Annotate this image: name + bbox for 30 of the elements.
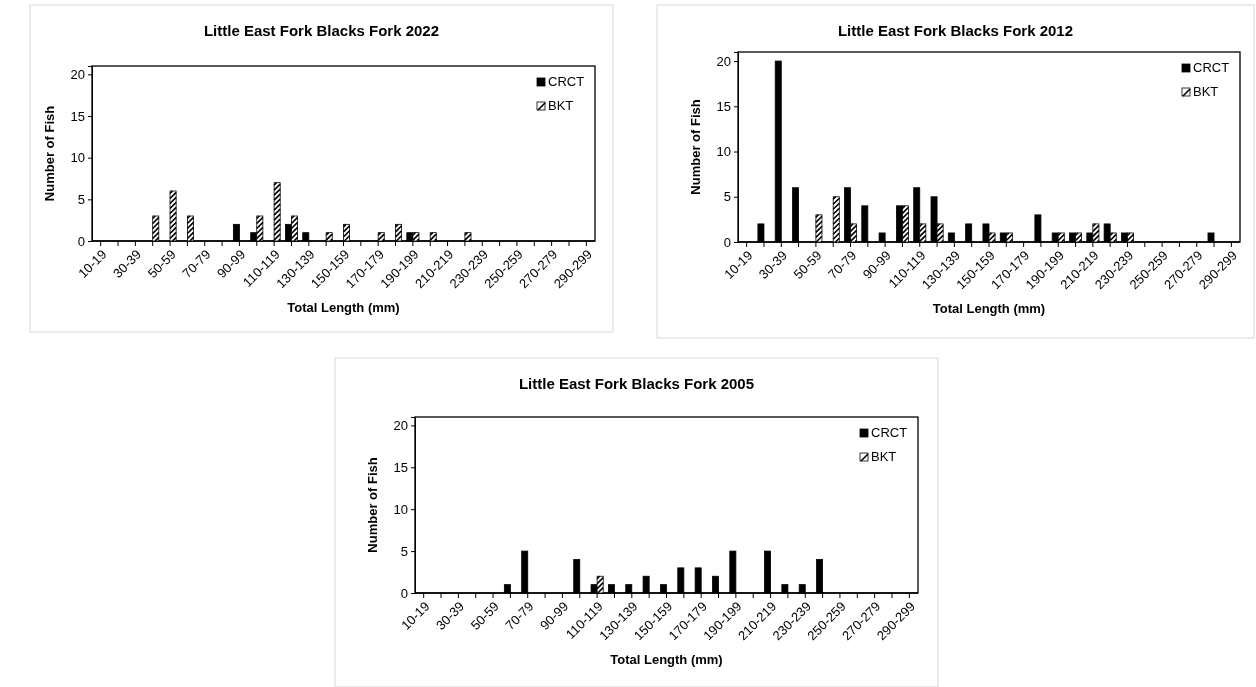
y-tick-label: 15 xyxy=(716,98,731,114)
y-tick-label: 10 xyxy=(70,150,85,166)
y-axis-title: Number of Fish xyxy=(365,457,380,553)
y-tick-label: 0 xyxy=(77,233,85,249)
y-tick-label: 5 xyxy=(77,191,85,207)
legend-label: CRCT xyxy=(871,425,908,440)
x-axis-title: Total Length (mm) xyxy=(932,301,1046,316)
x-axis-title: Total Length (mm) xyxy=(287,300,400,315)
x-axis-title: Total Length (mm) xyxy=(610,652,723,667)
chart-title: Little East Fork Blacks Fork 2012 xyxy=(837,22,1074,39)
chart-title: Little East Fork Blacks Fork 2005 xyxy=(518,375,755,392)
y-tick-label: 5 xyxy=(400,543,408,559)
chart-title: Little East Fork Blacks Fork 2022 xyxy=(203,22,440,39)
y-axis-title: Number of Fish xyxy=(688,99,703,195)
y-tick-label: 20 xyxy=(393,418,408,434)
legend-label: CRCT xyxy=(548,74,585,89)
y-tick-label: 10 xyxy=(393,501,408,517)
y-tick-label: 10 xyxy=(716,144,731,160)
legend-label: BKT xyxy=(1193,84,1219,99)
y-tick-label: 15 xyxy=(70,108,85,124)
y-tick-label: 5 xyxy=(723,189,731,205)
y-tick-label: 20 xyxy=(70,66,85,82)
y-axis-title: Number of Fish xyxy=(42,105,57,202)
legend-label: BKT xyxy=(871,449,897,464)
legend-label: CRCT xyxy=(1193,60,1230,75)
legend-label: BKT xyxy=(548,98,574,113)
y-tick-label: 20 xyxy=(716,53,731,69)
y-tick-label: 0 xyxy=(400,585,408,601)
y-tick-label: 0 xyxy=(723,234,731,250)
y-tick-label: 15 xyxy=(393,459,408,475)
